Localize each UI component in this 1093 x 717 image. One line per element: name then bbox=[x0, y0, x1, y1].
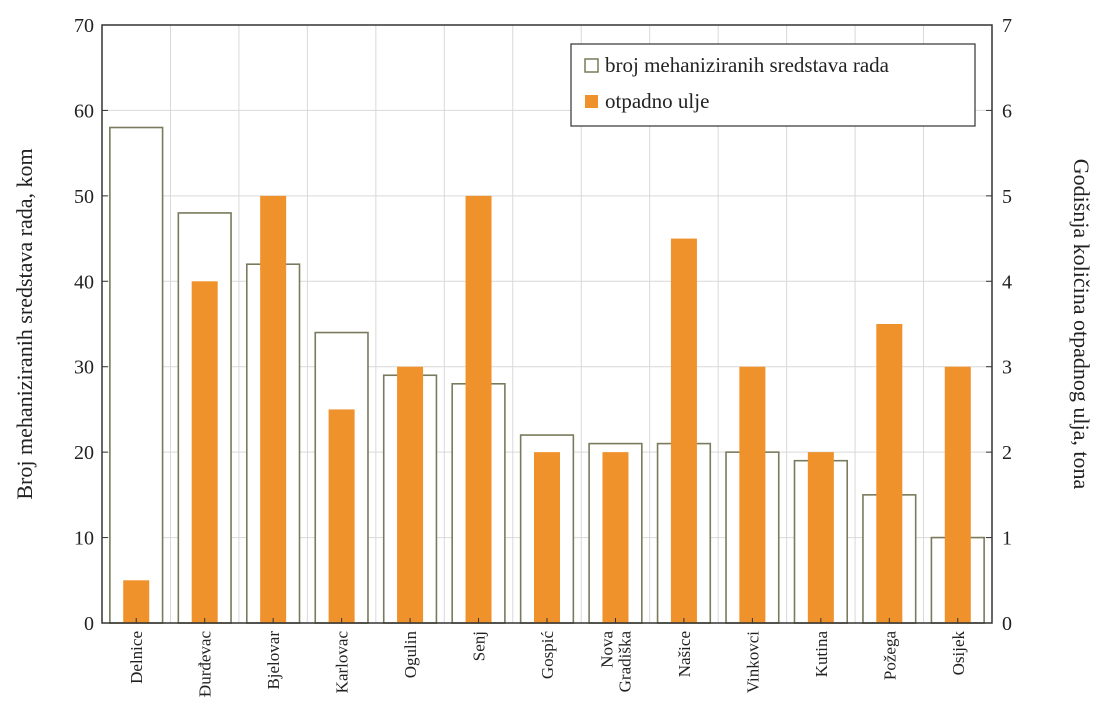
x-tick-label: Gospić bbox=[538, 631, 557, 680]
y-tick-label-left: 30 bbox=[74, 357, 94, 379]
x-tick-label: Bjelovar bbox=[264, 631, 283, 690]
x-tick-label: Ogulin bbox=[401, 631, 420, 679]
y-tick-label-right: 5 bbox=[1002, 186, 1012, 208]
bar-waste-oil bbox=[123, 580, 150, 623]
x-tick-label: Požega bbox=[880, 631, 899, 681]
legend-swatch-filled bbox=[585, 95, 598, 108]
bar-waste-oil bbox=[260, 195, 287, 623]
bar-waste-oil bbox=[739, 366, 766, 623]
y-tick-label-left: 0 bbox=[84, 613, 94, 635]
x-tick-label: Osijek bbox=[949, 631, 968, 676]
x-tick-label: Đurđevac bbox=[196, 631, 215, 698]
y-tick-label-left: 20 bbox=[74, 442, 94, 464]
bar-waste-oil bbox=[944, 366, 971, 623]
y-axis-title-right: Godišnja količina otpadnog ulja, tona bbox=[1069, 159, 1093, 490]
ticks: 0 10 20 30 40 50 60 70 0 1 2 3 4 5 6 7 Delnice Đurđevac Bj… bbox=[74, 15, 1012, 697]
bars bbox=[109, 126, 985, 624]
legend-box bbox=[570, 43, 976, 127]
y-tick-label-left: 60 bbox=[74, 100, 94, 122]
y-tick-label-left: 50 bbox=[74, 186, 94, 208]
y-tick-label-right: 0 bbox=[1002, 613, 1012, 635]
x-tick-label: Karlovac bbox=[333, 631, 352, 694]
bar-waste-oil bbox=[602, 452, 629, 623]
bar-mechanized bbox=[109, 126, 164, 624]
x-tick-label: Našice bbox=[675, 631, 694, 677]
y-axis-title-left: Broj mehaniziranih sredstava rada, kom bbox=[12, 148, 37, 499]
y-tick-label-right: 1 bbox=[1002, 528, 1012, 550]
y-tick-label-left: 70 bbox=[74, 15, 94, 37]
legend: broj mehaniziranih sredstava rada otpadn… bbox=[570, 43, 976, 127]
legend-label-waste-oil: otpadno ulje bbox=[605, 89, 709, 113]
y-tick-label-right: 3 bbox=[1002, 357, 1012, 379]
bar-waste-oil bbox=[465, 195, 492, 623]
bar-waste-oil bbox=[397, 366, 424, 623]
x-tick-label: NovaGradiška bbox=[597, 631, 634, 693]
y-tick-label-left: 40 bbox=[74, 271, 94, 293]
bar-waste-oil bbox=[670, 238, 697, 624]
y-tick-label-right: 6 bbox=[1002, 100, 1012, 122]
bar-waste-oil bbox=[533, 452, 561, 623]
y-tick-label-right: 7 bbox=[1002, 15, 1012, 37]
x-tick-label: Vinkovci bbox=[743, 631, 762, 694]
legend-swatch-outline bbox=[584, 58, 599, 73]
legend-label-mechanized: broj mehaniziranih sredstava rada bbox=[605, 53, 890, 77]
y-tick-label-right: 2 bbox=[1002, 442, 1012, 464]
x-tick-label: Kutina bbox=[812, 631, 831, 678]
bar-waste-oil bbox=[328, 409, 355, 623]
x-tick-label: Senj bbox=[470, 631, 489, 661]
y-tick-label-left: 10 bbox=[74, 528, 94, 550]
bar-waste-oil bbox=[876, 324, 903, 623]
bar-waste-oil bbox=[807, 452, 834, 623]
y-tick-label-right: 4 bbox=[1002, 271, 1012, 293]
x-tick-label: Delnice bbox=[127, 631, 146, 684]
bar-waste-oil bbox=[191, 281, 218, 623]
